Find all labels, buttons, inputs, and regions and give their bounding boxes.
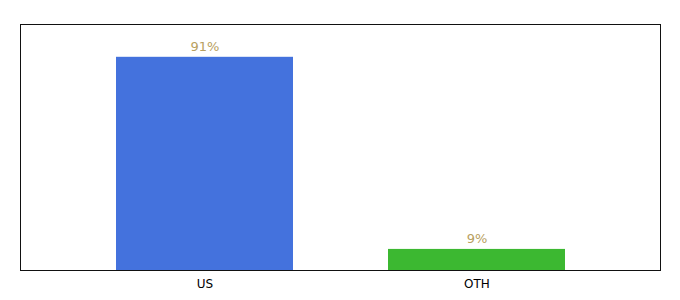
svg-text:US: US [197, 277, 213, 291]
svg-text:OTH: OTH [464, 277, 490, 291]
svg-text:91%: 91% [191, 39, 220, 54]
svg-text:9%: 9% [467, 231, 488, 246]
